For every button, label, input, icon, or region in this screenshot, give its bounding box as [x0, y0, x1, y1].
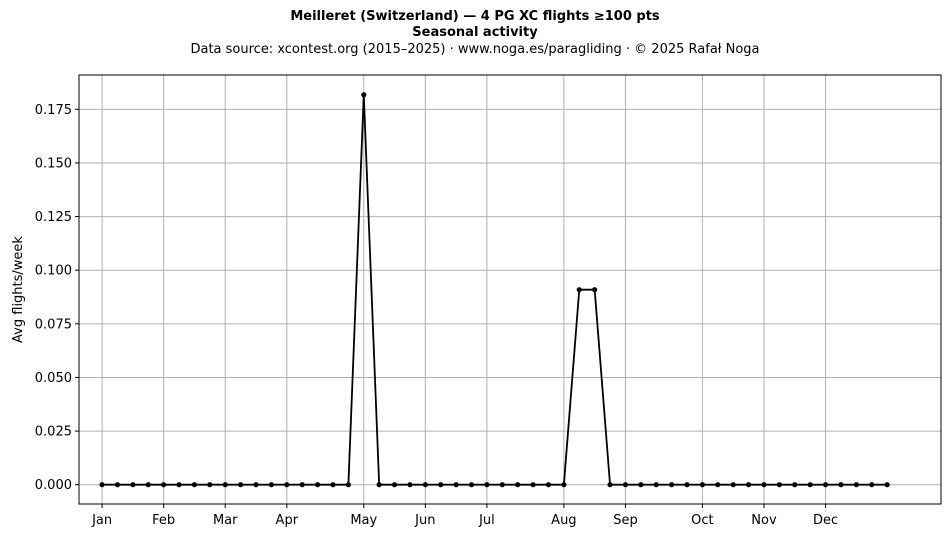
data-point	[715, 482, 721, 488]
data-point	[391, 482, 398, 488]
y-tick-label: 0.025	[35, 425, 72, 440]
data-point	[484, 482, 490, 488]
x-tick-label: Sep	[613, 513, 638, 528]
data-point	[376, 482, 382, 488]
data-point	[268, 482, 275, 488]
data-point	[545, 482, 552, 488]
x-tick-label: Jan	[91, 513, 112, 528]
data-point	[515, 482, 521, 488]
grid-lines	[79, 75, 941, 504]
data-point	[253, 482, 259, 488]
data-point	[838, 482, 844, 488]
x-tick-label: Mar	[213, 513, 238, 528]
chart-subtitle: Seasonal activity	[412, 25, 538, 40]
data-point	[330, 482, 336, 488]
data-point	[238, 482, 244, 488]
data-point	[653, 482, 659, 488]
data-point	[822, 482, 829, 488]
data-point	[299, 482, 305, 488]
x-tick-label: Nov	[751, 513, 777, 528]
y-tick-label: 0.125	[35, 210, 72, 225]
y-tick-label: 0.150	[35, 156, 72, 171]
data-point	[530, 482, 536, 488]
data-point	[592, 287, 598, 293]
data-point	[622, 482, 629, 488]
data-point	[561, 482, 567, 488]
data-point	[776, 482, 782, 488]
data-point	[284, 482, 290, 488]
y-tick-label: 0.100	[35, 264, 72, 279]
x-tick-label: Oct	[691, 513, 713, 528]
series-layer	[99, 92, 890, 488]
axis-ticks: Jan Feb Mar Apr May Jun Jul Aug Sep Oct Nov Dec 0.00…	[35, 103, 838, 528]
chart-title: Meilleret (Switzerland) — 4 PG XC flight…	[290, 9, 660, 24]
x-tick-label: May	[350, 513, 377, 528]
data-point	[191, 482, 198, 488]
data-point	[161, 482, 167, 488]
data-point	[222, 482, 228, 488]
data-point	[345, 482, 351, 488]
data-point	[884, 482, 890, 488]
plot-frame	[78, 74, 942, 505]
x-tick-label: Jul	[478, 513, 495, 528]
data-point	[314, 482, 321, 488]
data-point	[176, 482, 182, 488]
data-point	[438, 482, 444, 488]
data-point	[468, 482, 475, 488]
x-tick-label: Aug	[551, 513, 576, 528]
x-tick-label: Apr	[276, 513, 299, 528]
data-point	[730, 482, 736, 488]
data-point	[499, 482, 505, 488]
data-point	[207, 482, 213, 488]
data-point	[422, 482, 428, 488]
x-tick-label: Feb	[152, 513, 175, 528]
x-tick-label: Jun	[414, 513, 435, 528]
y-tick-label: 0.050	[35, 371, 72, 386]
data-point	[699, 482, 706, 488]
chart-source-line: Data source: xcontest.org (2015–2025) · …	[190, 42, 760, 57]
data-point	[853, 482, 859, 488]
chart-title-block: Meilleret (Switzerland) — 4 PG XC flight…	[0, 9, 950, 59]
y-tick-label: 0.175	[35, 103, 72, 118]
data-point	[669, 482, 675, 488]
data-point	[792, 482, 798, 488]
data-point	[576, 287, 582, 293]
data-point	[807, 482, 813, 488]
data-point	[99, 482, 105, 488]
y-axis-label: Avg flights/week	[11, 236, 26, 343]
data-point	[145, 482, 151, 488]
data-point	[407, 482, 413, 488]
data-point	[761, 482, 767, 488]
data-point	[684, 482, 690, 488]
data-point	[869, 482, 875, 488]
data-point	[114, 482, 121, 488]
y-tick-label: 0.075	[35, 317, 72, 332]
data-point	[453, 482, 459, 488]
x-tick-label: Dec	[813, 513, 838, 528]
data-point	[638, 482, 644, 488]
y-tick-label: 0.000	[35, 478, 72, 493]
data-point	[130, 482, 136, 488]
series-line	[102, 93, 888, 486]
data-point	[361, 92, 367, 98]
data-point	[607, 482, 613, 488]
data-point	[745, 482, 752, 488]
